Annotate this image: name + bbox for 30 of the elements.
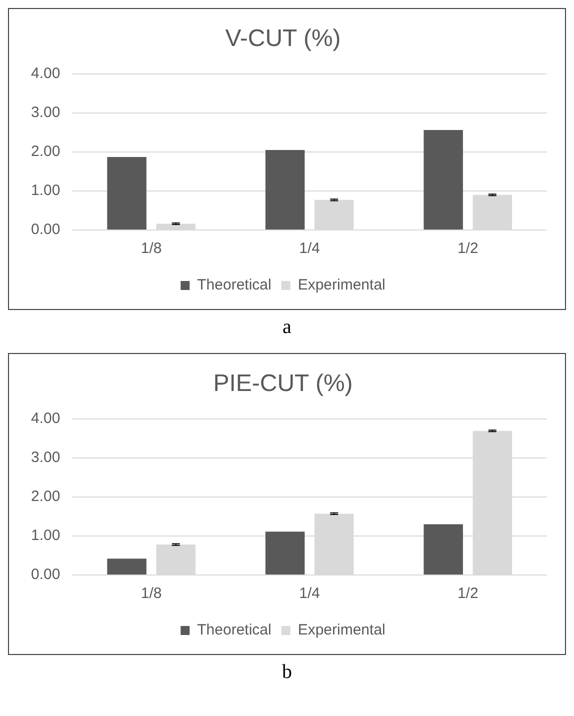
x-tick-label: 1/8 bbox=[140, 240, 162, 258]
bar bbox=[424, 524, 463, 574]
chart-title: PIE-CUT (%) bbox=[213, 370, 353, 398]
bar bbox=[107, 156, 146, 230]
x-tick-label: 1/4 bbox=[299, 585, 320, 602]
legend-label: Theoretical bbox=[197, 276, 272, 294]
text: b bbox=[281, 660, 293, 685]
chart-title: V-CUT (%) bbox=[225, 25, 341, 52]
y-tick-label: 2.00 bbox=[30, 143, 60, 160]
y-tick-label: 4.00 bbox=[30, 410, 60, 427]
y-tick-label: 3.00 bbox=[30, 448, 60, 466]
legend-label: Experimental bbox=[298, 276, 386, 294]
bar bbox=[265, 532, 305, 574]
bar bbox=[424, 130, 463, 230]
x-tick-label: 1/4 bbox=[299, 240, 320, 258]
bar bbox=[107, 558, 146, 574]
y-tick-label: 4.00 bbox=[30, 64, 60, 82]
bar bbox=[265, 150, 305, 230]
x-tick-label: 1/2 bbox=[457, 585, 478, 602]
x-tick-label: 1/2 bbox=[457, 240, 478, 258]
text: a bbox=[282, 315, 292, 340]
y-tick-label: 1.00 bbox=[30, 527, 60, 544]
legend-label: Theoretical bbox=[197, 622, 272, 639]
y-tick-label: 3.00 bbox=[30, 104, 60, 121]
y-tick-label: 0.00 bbox=[30, 221, 60, 238]
y-tick-label: 2.00 bbox=[30, 488, 60, 506]
y-tick-label: 0.00 bbox=[30, 566, 60, 584]
legend-label: Experimental bbox=[298, 622, 386, 639]
y-tick-label: 1.00 bbox=[30, 182, 60, 200]
x-tick-label: 1/8 bbox=[140, 585, 162, 602]
